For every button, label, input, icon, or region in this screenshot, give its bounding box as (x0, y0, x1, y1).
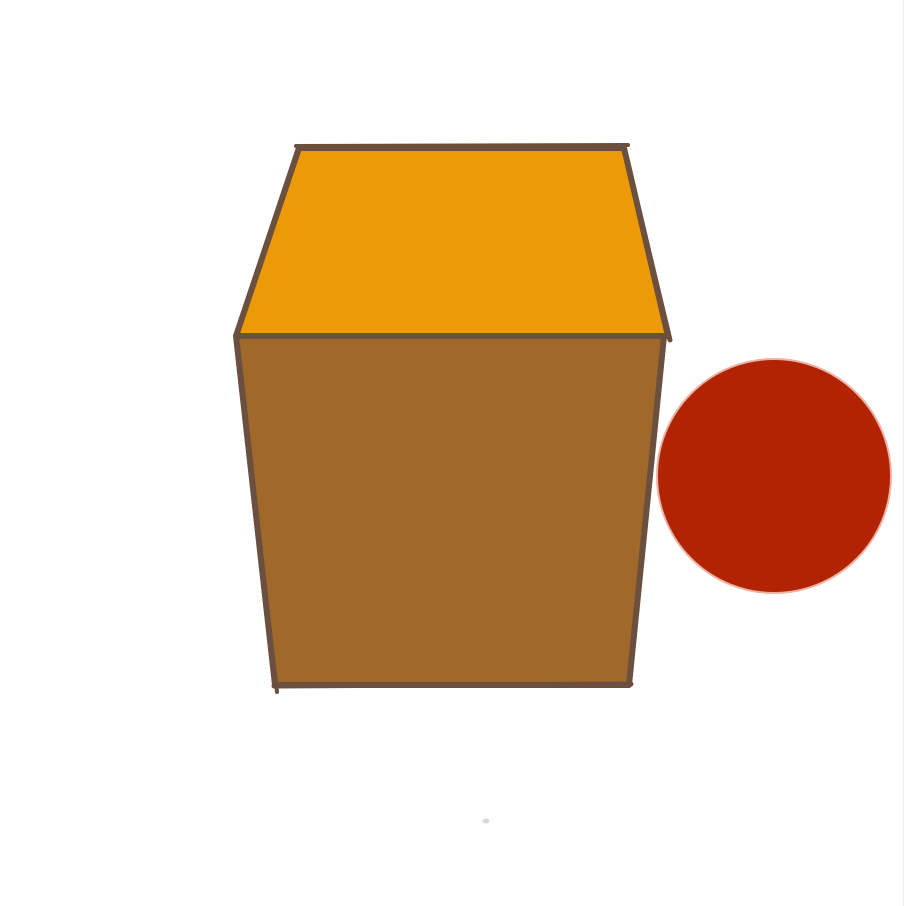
cube (233, 143, 673, 694)
cube-left-edge-overshoot (234, 336, 279, 694)
canvas-edge (903, 0, 904, 906)
cube-top-face (233, 145, 671, 339)
smudge-dot (482, 818, 490, 824)
cube-front-face (233, 333, 667, 688)
cube-top-edge-overshoot (294, 143, 630, 148)
cube-right-edge-stroke (621, 145, 673, 343)
circle (656, 358, 892, 594)
cube-bottom-edge-stroke (271, 681, 634, 689)
red-circle (656, 358, 892, 594)
